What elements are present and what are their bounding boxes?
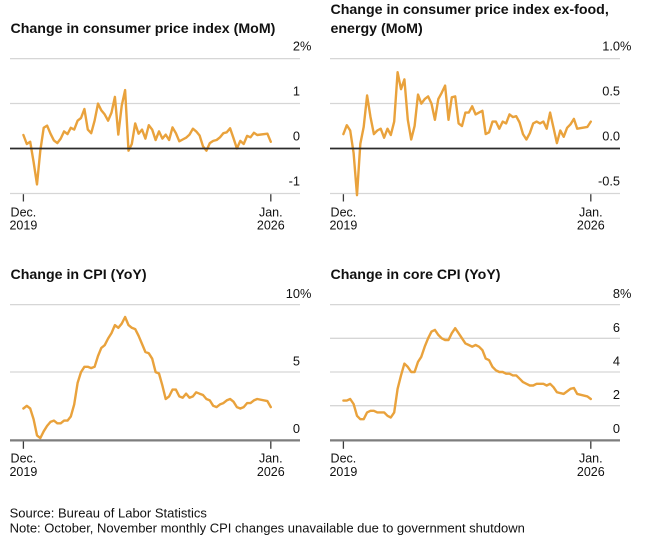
svg-text:Dec.: Dec. — [11, 452, 37, 466]
svg-text:5: 5 — [293, 354, 300, 369]
svg-text:%: % — [620, 286, 631, 301]
svg-text:10: 10 — [286, 286, 300, 301]
svg-text:Jan.: Jan. — [259, 206, 283, 220]
svg-text:2019: 2019 — [9, 465, 37, 479]
svg-text:Jan.: Jan. — [579, 206, 603, 220]
svg-text:Change in CPI (YoY): Change in CPI (YoY) — [11, 267, 147, 283]
svg-text:2: 2 — [613, 387, 620, 402]
svg-text:Dec.: Dec. — [331, 206, 357, 220]
svg-text:Change in core CPI (YoY): Change in core CPI (YoY) — [331, 267, 501, 283]
svg-text:Dec.: Dec. — [11, 206, 37, 220]
svg-text:Jan.: Jan. — [579, 452, 603, 466]
svg-text:%: % — [620, 39, 631, 54]
svg-text:2: 2 — [293, 39, 300, 54]
svg-text:2026: 2026 — [257, 465, 285, 479]
svg-text:1.0: 1.0 — [602, 39, 620, 54]
svg-text:0.5: 0.5 — [602, 84, 620, 99]
svg-text:0.0: 0.0 — [602, 129, 620, 144]
svg-text:Source: Bureau of Labor Statis: Source: Bureau of Labor Statistics — [10, 505, 208, 520]
svg-text:8: 8 — [613, 286, 620, 301]
svg-text:0: 0 — [293, 129, 300, 144]
svg-text:2019: 2019 — [329, 465, 357, 479]
svg-text:-0.5: -0.5 — [598, 174, 620, 189]
svg-text:Dec.: Dec. — [331, 452, 357, 466]
svg-text:2019: 2019 — [329, 219, 357, 233]
svg-text:Jan.: Jan. — [259, 452, 283, 466]
svg-text:4: 4 — [613, 354, 620, 369]
svg-text:energy (MoM): energy (MoM) — [331, 21, 423, 37]
svg-text:2026: 2026 — [577, 465, 605, 479]
svg-text:2026: 2026 — [577, 219, 605, 233]
svg-text:1: 1 — [293, 84, 300, 99]
svg-text:%: % — [300, 286, 311, 301]
svg-text:-1: -1 — [289, 174, 300, 189]
svg-text:0: 0 — [293, 421, 300, 436]
svg-text:%: % — [300, 39, 311, 54]
svg-text:2019: 2019 — [9, 219, 37, 233]
svg-text:Note: October, November monthl: Note: October, November monthly CPI chan… — [10, 521, 525, 536]
svg-text:Change in consumer price index: Change in consumer price index ex-food, — [331, 2, 609, 18]
svg-text:0: 0 — [613, 421, 620, 436]
svg-text:Change in consumer price index: Change in consumer price index (MoM) — [11, 21, 276, 37]
svg-text:2026: 2026 — [257, 219, 285, 233]
svg-text:6: 6 — [613, 320, 620, 335]
